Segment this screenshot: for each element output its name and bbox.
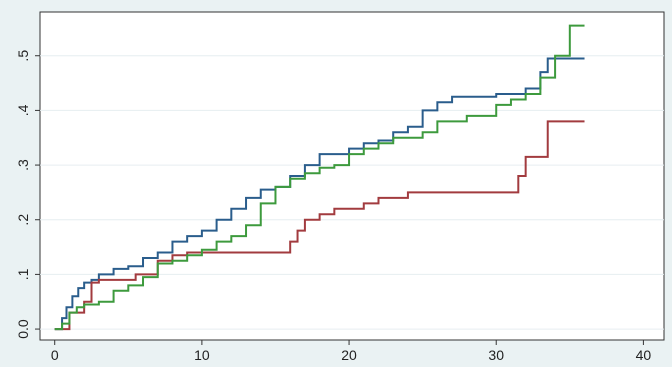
y-tick-label: .5 bbox=[15, 50, 31, 62]
x-tick-label: 30 bbox=[488, 347, 504, 363]
y-tick-label: .1 bbox=[15, 268, 31, 280]
y-tick-label: .2 bbox=[15, 214, 31, 226]
x-tick-label: 20 bbox=[341, 347, 357, 363]
y-tick-label: 0.0 bbox=[15, 319, 31, 339]
plot-area bbox=[39, 11, 665, 341]
step-line bbox=[54, 57, 585, 331]
step-line bbox=[54, 120, 585, 331]
x-tick-label: 40 bbox=[636, 347, 652, 363]
x-tick-label: 10 bbox=[194, 347, 210, 363]
step-line bbox=[54, 24, 585, 331]
y-tick-label: .4 bbox=[15, 104, 31, 116]
y-tick-label: .3 bbox=[15, 159, 31, 171]
x-tick-label: 0 bbox=[51, 347, 59, 363]
